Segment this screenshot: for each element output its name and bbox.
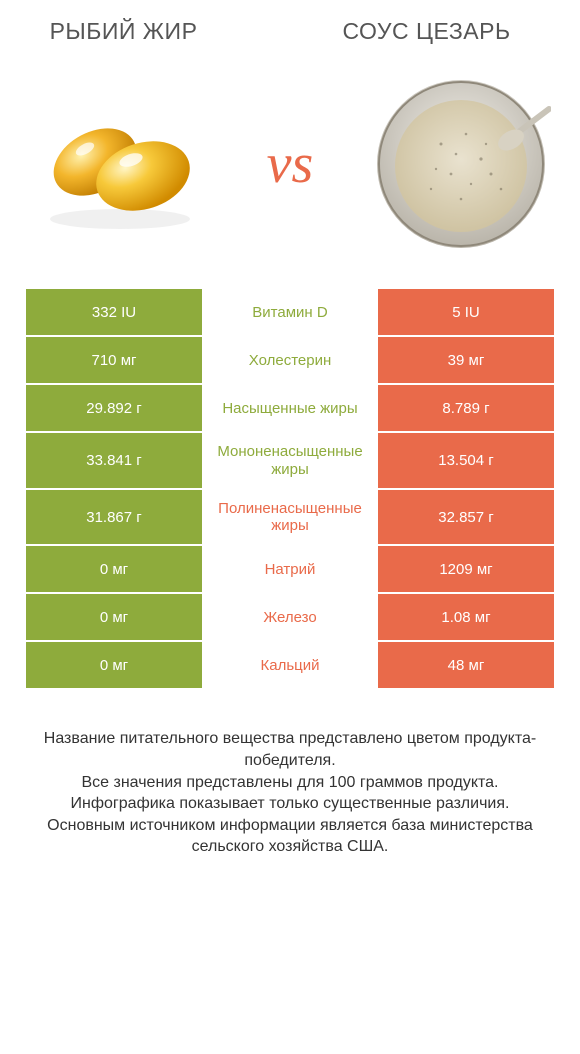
- fish-oil-icon: [35, 94, 205, 234]
- nutrient-label: Мононенасыщенные жиры: [202, 433, 378, 488]
- right-value: 13.504 г: [378, 433, 554, 488]
- right-value: 5 IU: [378, 289, 554, 335]
- right-value: 32.857 г: [378, 490, 554, 545]
- table-row: 0 мгКальций48 мг: [26, 642, 554, 688]
- footer-notes: Название питательного вещества представл…: [22, 728, 558, 858]
- table-row: 31.867 гПолиненасыщенные жиры32.857 г: [26, 490, 554, 545]
- nutrient-label: Кальций: [202, 642, 378, 688]
- table-row: 332 IUВитамин D5 IU: [26, 289, 554, 335]
- left-value: 31.867 г: [26, 490, 202, 545]
- left-value: 0 мг: [26, 642, 202, 688]
- right-value: 48 мг: [378, 642, 554, 688]
- table-row: 0 мгНатрий1209 мг: [26, 546, 554, 592]
- nutrition-table: 332 IUВитамин D5 IU710 мгХолестерин39 мг…: [26, 289, 554, 688]
- nutrient-label: Полиненасыщенные жиры: [202, 490, 378, 545]
- table-row: 0 мгЖелезо1.08 мг: [26, 594, 554, 640]
- nutrient-label: Холестерин: [202, 337, 378, 383]
- footer-line: Основным источником информации является …: [30, 815, 550, 858]
- header-titles: РЫБИЙ ЖИР СОУС ЦЕЗАРЬ: [22, 18, 558, 44]
- nutrient-label: Железо: [202, 594, 378, 640]
- footer-line: Инфографика показывает только существенн…: [30, 793, 550, 815]
- left-value: 29.892 г: [26, 385, 202, 431]
- footer-line: Все значения представлены для 100 граммо…: [30, 772, 550, 794]
- product-images-row: vs: [22, 66, 558, 261]
- left-value: 710 мг: [26, 337, 202, 383]
- nutrient-label: Насыщенные жиры: [202, 385, 378, 431]
- left-value: 0 мг: [26, 546, 202, 592]
- right-value: 1209 мг: [378, 546, 554, 592]
- right-value: 8.789 г: [378, 385, 554, 431]
- left-product-title: РЫБИЙ ЖИР: [22, 18, 225, 44]
- footer-line: Название питательного вещества представл…: [30, 728, 550, 771]
- right-value: 1.08 мг: [378, 594, 554, 640]
- table-row: 710 мгХолестерин39 мг: [26, 337, 554, 383]
- right-product-image: [363, 66, 558, 261]
- left-product-image: [22, 66, 217, 261]
- nutrient-label: Витамин D: [202, 289, 378, 335]
- table-row: 33.841 гМононенасыщенные жиры13.504 г: [26, 433, 554, 488]
- right-product-title: СОУС ЦЕЗАРЬ: [295, 18, 558, 44]
- right-value: 39 мг: [378, 337, 554, 383]
- caesar-sauce-icon: [371, 74, 551, 254]
- table-row: 29.892 гНасыщенные жиры8.789 г: [26, 385, 554, 431]
- vs-label: vs: [267, 132, 314, 196]
- left-value: 332 IU: [26, 289, 202, 335]
- left-value: 33.841 г: [26, 433, 202, 488]
- nutrient-label: Натрий: [202, 546, 378, 592]
- left-value: 0 мг: [26, 594, 202, 640]
